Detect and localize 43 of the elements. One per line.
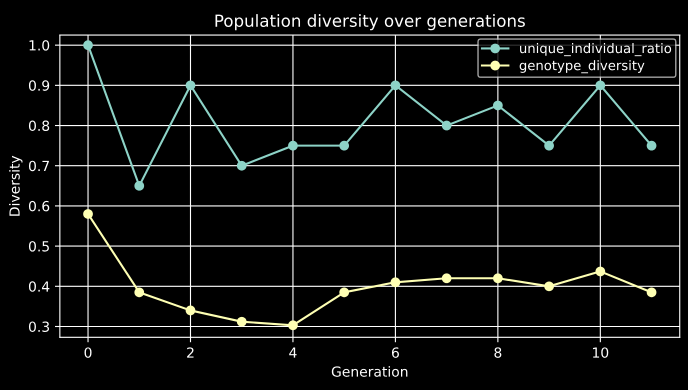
- legend-label: unique_individual_ratio: [520, 43, 672, 56]
- chart-title: Population diversity over generations: [216, 14, 525, 30]
- point: [390, 277, 400, 288]
- point: [646, 140, 656, 150]
- point: [339, 140, 350, 150]
- point: [288, 140, 298, 150]
- x-tick-label: 4: [289, 348, 297, 358]
- x-tick-label: 10: [593, 347, 608, 358]
- point: [288, 320, 298, 330]
- point: [544, 281, 554, 292]
- point: [493, 273, 503, 284]
- x-axis-title: Generation: [332, 366, 408, 377]
- point: [186, 306, 196, 316]
- point: [595, 80, 606, 90]
- point: [544, 140, 554, 150]
- y-tick-label: 0.6: [28, 200, 50, 212]
- point: [236, 160, 247, 171]
- point: [339, 287, 350, 298]
- y-tick-label: 0.7: [28, 160, 49, 172]
- y-tick-label: 1.0: [30, 40, 50, 51]
- x-tick-label: 6: [392, 347, 399, 358]
- point: [236, 316, 247, 327]
- point: [134, 287, 144, 298]
- point: [493, 100, 503, 110]
- y-tick-label: 0.8: [28, 120, 50, 132]
- y-tick-label: 0.3: [28, 321, 50, 332]
- y-tick-label: 0.4: [28, 281, 50, 292]
- point: [442, 273, 452, 284]
- point: [134, 180, 144, 191]
- x-tick-label: 2: [187, 347, 194, 358]
- point: [83, 209, 93, 219]
- y-tick-label: 0.5: [28, 241, 49, 252]
- point: [646, 287, 656, 298]
- y-axis-title: Diversity: [9, 156, 22, 216]
- point: [390, 80, 400, 90]
- x-tick-label: 8: [494, 347, 502, 358]
- legend-label: genotype_diversity: [520, 60, 644, 74]
- point: [83, 40, 93, 50]
- x-tick-label: 0: [84, 347, 92, 358]
- point: [442, 120, 452, 130]
- point: [595, 266, 606, 276]
- point: [186, 80, 196, 90]
- y-tick-label: 0.9: [28, 80, 50, 91]
